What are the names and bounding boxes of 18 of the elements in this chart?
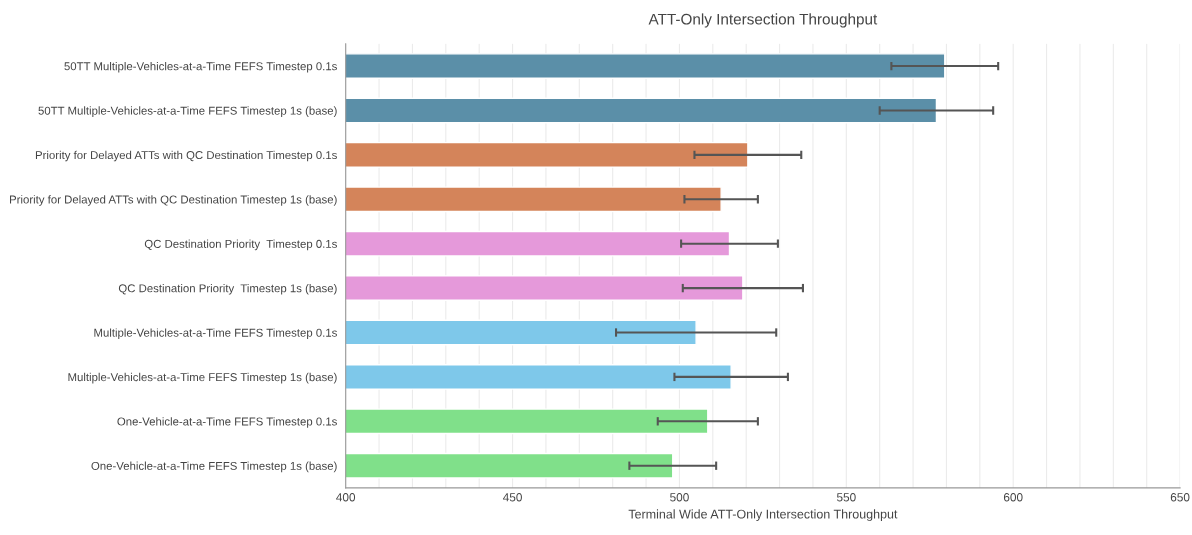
y-tick-label: One-Vehicle-at-a-Time FEFS Timestep 0.1s (117, 417, 337, 428)
y-tick-label: Priority for Delayed ATTs with QC Destination Timestep 0.1s (35, 150, 337, 162)
y-tick-label: Priority for Delayed ATTs with QC Destination Timestep 1s (base) (10, 195, 337, 206)
x-tick-label: 550 (836, 493, 856, 502)
y-tick-label: QC Destination Priority Timestep 0.1s (144, 239, 337, 251)
x-tick-label: 400 (336, 493, 356, 502)
y-tick-label: 50TT Multiple-Vehicles-at-a-Time FEFS Timestep 0.1s (64, 61, 337, 73)
y-tick-label: Multiple-Vehicles-at-a-Time FEFS Timestep 0.1s (94, 328, 337, 339)
x-tick-label: 600 (1003, 493, 1023, 502)
y-tick-label: Multiple-Vehicles-at-a-Time FEFS Timestep 1s (base) (68, 372, 337, 384)
y-tick-label: QC Destination Priority Timestep 1s (base) (118, 283, 337, 295)
chart-title: ATT-Only Intersection Throughput (648, 13, 878, 28)
x-tick-label: 650 (1170, 493, 1190, 502)
x-tick-label: 500 (670, 493, 689, 502)
y-tick-label: One-Vehicle-at-a-Time FEFS Timestep 1s (base) (91, 461, 337, 473)
x-axis-title: Terminal Wide ATT-Only Intersection Throughput (628, 509, 898, 521)
x-tick-label: 450 (502, 493, 522, 502)
y-tick-label: 50TT Multiple-Vehicles-at-a-Time FEFS Timestep 1s (base) (38, 106, 337, 117)
